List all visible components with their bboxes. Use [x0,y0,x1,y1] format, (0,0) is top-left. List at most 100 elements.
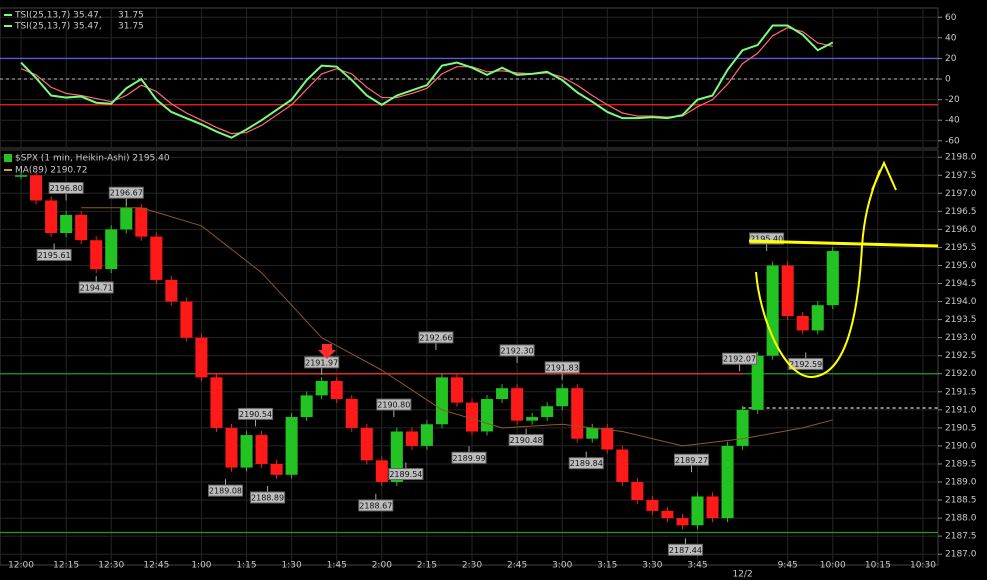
x-tick-label: 1:15 [236,561,256,571]
candle [240,435,253,468]
candle [60,214,73,233]
candle [75,214,88,241]
annotation-label: 2191.97 [305,358,338,367]
y-tick-label: -20 [945,95,960,105]
tsi-line [20,26,833,135]
annotation-label: 2189.27 [675,456,708,465]
y-tick-label: 2190.5 [945,423,977,433]
candle [105,229,118,270]
annotation-box [508,434,544,447]
title-icon [4,154,12,162]
x-tick-label: 3:00 [552,561,572,571]
candle [375,460,388,482]
annotation-box [48,182,84,195]
candle [631,482,644,501]
hand-drawing [755,169,881,379]
candle [571,388,584,439]
y-tick-label: 0 [945,75,951,85]
candle [120,207,133,230]
y-tick-label: 2195.0 [945,261,977,271]
legend-label: TSI(25,13,7) 35.47, [14,22,102,32]
candle [811,305,824,331]
annotation-box [250,491,286,504]
annotation-box [304,356,340,369]
candle [481,399,494,432]
x-tick-label: 9:45 [778,561,798,571]
annotation-box [108,186,144,199]
y-tick-label: 2198.0 [945,153,977,163]
x-tick-label: 12:30 [98,561,124,571]
y-tick-label: 2187.5 [945,532,977,542]
annotation-box [673,453,709,466]
candle [496,388,509,399]
y-tick-label: 2196.5 [945,207,977,217]
legend-signal: 31.75 [118,22,144,32]
moving-average [81,207,833,447]
candle [691,496,704,526]
annotation-label: 2192.30 [501,346,534,355]
annotation-box [376,398,412,411]
annotation-box [544,361,580,374]
y-tick-label: 2194.5 [945,279,977,289]
x-tick-label: 12:00 [8,561,34,571]
y-tick-label: 2187.0 [945,550,977,560]
legend-label: TSI(25,13,7) 35.47, [14,11,102,21]
y-tick-label: 2189.5 [945,459,977,469]
candle [586,427,599,439]
y-tick-label: 2188.0 [945,514,977,524]
candle [706,496,719,519]
x-tick-label: 3:15 [597,561,617,571]
annotation-label: 2196.80 [50,184,83,193]
annotation-label: 2189.08 [209,487,242,496]
annotation-box [238,407,274,420]
y-tick-label: 2188.5 [945,496,977,506]
candle [405,431,418,446]
candle [135,207,148,237]
candle [315,380,328,396]
candle [420,424,433,446]
x-tick-label: 3:45 [687,561,707,571]
price-panel [0,149,939,566]
candle [210,377,223,428]
annotation-box [78,281,114,294]
annotation-label: 2192.07 [723,355,756,364]
annotation-label: 2192.59 [789,360,822,369]
annotation-box [418,331,454,344]
candle [345,399,358,428]
annotation-box [358,499,394,512]
y-tick-label: 40 [945,33,957,43]
annotation-box [36,248,72,261]
y-tick-label: 2192.5 [945,351,977,361]
candle [195,337,208,378]
candle [225,427,238,468]
annotation-label: 2190.80 [377,401,410,410]
annotation-label: 2196.67 [110,189,143,198]
annotation-box [568,457,604,470]
hand-drawing [871,160,897,191]
x-tick-label: 2:45 [507,561,527,571]
x-tick-label: 10:15 [865,561,891,571]
y-tick-label: 2193.5 [945,315,977,325]
candle [676,518,689,526]
y-tick-label: 2190.0 [945,441,977,451]
candle [360,427,373,461]
y-tick-label: 60 [945,13,957,23]
candle [511,388,524,421]
candle [330,380,343,399]
y-tick-label: 2196.0 [945,225,977,235]
candle [255,435,268,464]
annotation-box [207,484,243,497]
legend-signal: 31.75 [118,11,144,21]
candle [90,240,103,270]
x-tick-label: 1:00 [191,561,211,571]
candle [616,449,629,482]
candle [270,463,283,475]
x-tick-label: 10:00 [820,561,846,571]
candle [721,445,734,519]
annotation-label: 2190.54 [239,410,272,419]
day-marker: 12/2 [732,570,752,580]
candle [736,409,749,446]
annotation-box [499,344,535,357]
annotation-box [667,543,703,556]
